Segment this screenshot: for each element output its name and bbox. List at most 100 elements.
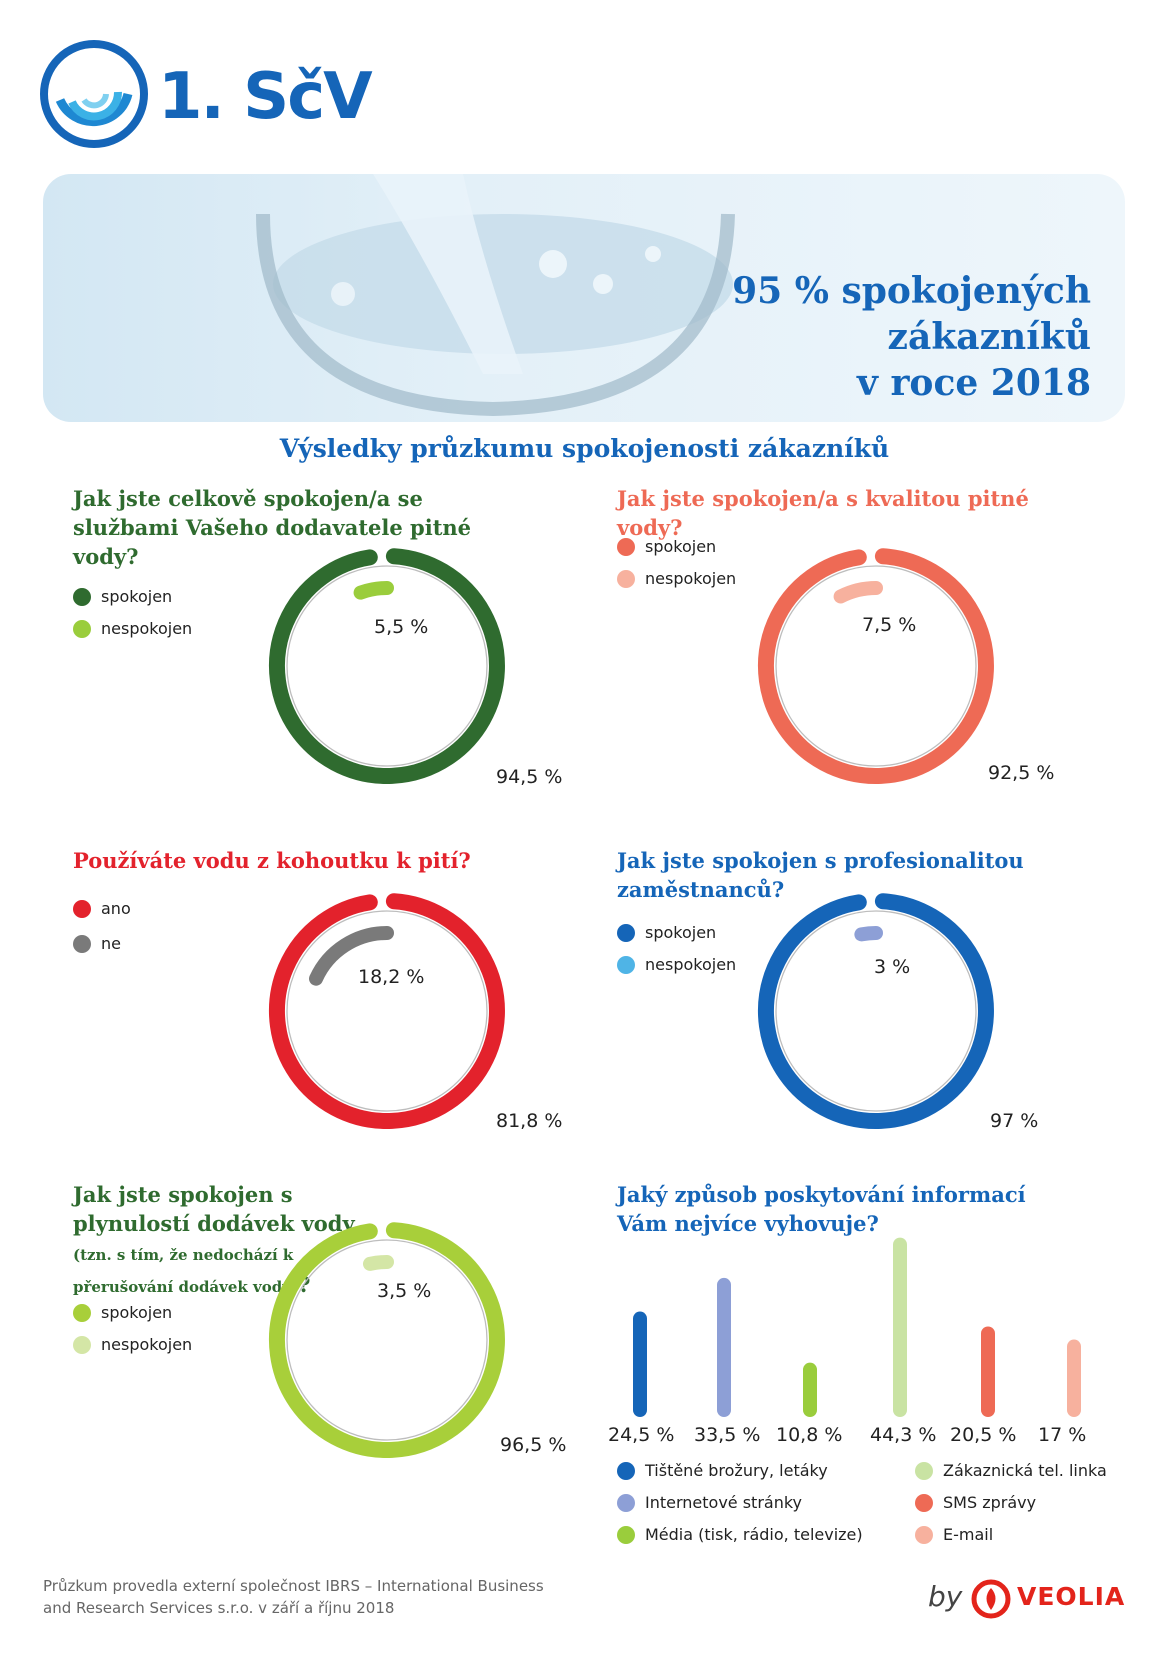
legend-swatch [915,1494,933,1512]
bar-value-labels: 24,5 % 33,5 % 10,8 % 44,3 % 20,5 % 17 % [600,1424,1100,1454]
chart-title-note: (tzn. s tím, že nedochází k přerušování … [73,1246,299,1296]
chart-title: Jaký způsob poskytování informací Vám ne… [617,1182,1026,1236]
legend-label: nespokojen [645,955,737,974]
legend-item: Tištěné brožury, letáky [617,1460,828,1482]
legend-swatch [73,588,91,606]
brand-logo [40,40,148,148]
chart-title: Jak jste spokojen s profesionalitou zamě… [617,848,1024,902]
legend-swatch [915,1462,933,1480]
legend-swatch [915,1526,933,1544]
data-label: 5,5 % [374,616,429,638]
donut-chart [268,548,505,784]
bar-value-label: 17 % [1038,1424,1087,1446]
data-label: 7,5 % [862,614,917,636]
bar-value-label: 10,8 % [776,1424,843,1446]
hero-title-line: zákazníků [887,316,1091,358]
legend-label: E-mail [943,1525,994,1544]
donut-guide-ring [775,565,977,767]
hero-title-line: v roce 2018 [857,362,1091,404]
donut-chart [757,548,994,784]
legend-item: spokojen [617,922,716,944]
legend-item: ne [73,933,121,955]
bar-value-label: 44,3 % [870,1424,937,1446]
legend-item: spokojen [617,536,716,558]
donut-guide-ring [775,910,977,1112]
chart-title: Jak jste spokojen/a s kvalitou pitné vod… [617,486,1029,540]
data-label: 81,8 % [496,1110,563,1132]
bar-value-label: 24,5 % [608,1424,675,1446]
legend-item: Internetové stránky [617,1492,802,1514]
legend-swatch [617,538,635,556]
chart-title: Jak jste celkově spokojen/a se službami … [73,486,472,569]
legend-swatch [617,956,635,974]
legend-swatch [73,1304,91,1322]
legend-item: nespokojen [617,568,736,590]
donut-slice-nespokojen [362,1255,394,1271]
legend-item: nespokojen [73,1334,192,1356]
donut-slice-nespokojen [353,581,394,600]
legend-label: ano [101,899,131,918]
legend-swatch [617,924,635,942]
legend-swatch [73,900,91,918]
legend-swatch [617,570,635,588]
brand-name: 1. SčV [158,60,373,134]
legend-swatch [73,620,91,638]
legend-label: Zákaznická tel. linka [943,1461,1107,1480]
by-label: by [928,1580,963,1613]
donut-slice-spokojen [268,1222,505,1458]
partner-name: VEOLIA [1017,1582,1126,1611]
section-title: Výsledky průzkumu spokojenosti zákazníků [279,434,890,463]
legend-label: Média (tisk, rádio, televize) [645,1525,863,1544]
swirl-logo-icon [40,40,148,148]
data-label: 3,5 % [377,1280,432,1302]
legend-label: Tištěné brožury, letáky [645,1461,828,1480]
footer-line: and Research Services s.r.o. v září a ří… [43,1599,395,1617]
legend-item: Zákaznická tel. linka [915,1460,1107,1482]
legend-swatch [617,1526,635,1544]
footer-note: Průzkum provedla externí společnost IBRS… [43,1575,544,1619]
legend-label: nespokojen [101,619,193,638]
donut-slice-ano [268,893,505,1129]
donut-guide-ring [286,910,488,1112]
legend-item: nespokojen [617,954,736,976]
data-label: 3 % [874,956,911,978]
legend-item: SMS zprávy [915,1492,1036,1514]
veolia-logo-icon [971,1579,1011,1619]
data-label: 18,2 % [358,966,425,988]
hero-banner: 95 % spokojených zákazníků v roce 2018 [43,174,1125,422]
legend-label: ne [101,934,121,953]
data-label: 96,5 % [500,1434,567,1456]
donut-chart [268,893,505,1129]
legend-item: spokojen [73,1302,172,1324]
legend-label: Internetové stránky [645,1493,803,1512]
hero-title: 95 % spokojených zákazníků v roce 2018 [671,268,1091,406]
donut-slice-nespokojen [854,925,883,942]
legend-label: spokojen [101,1303,173,1322]
chart-title: Jak jste spokojen s plynulostí dodávek v… [73,1180,373,1302]
donut-slice-spokojen [757,893,994,1129]
bar-chart [633,1237,1081,1417]
legend-label: spokojen [101,587,173,606]
water-glass-icon [256,174,735,417]
legend-label: nespokojen [645,569,737,588]
donut-chart [268,1222,505,1458]
chart-title: Používáte vodu z kohoutku k pití? [73,848,471,873]
donut-guide-ring [286,565,488,767]
chart-title-main: Jak jste spokojen s plynulostí dodávek v… [73,1182,355,1236]
legend-swatch [617,1494,635,1512]
donut-guide-ring [286,1239,488,1441]
data-label: 97 % [990,1110,1039,1132]
bar-value-label: 33,5 % [694,1424,761,1446]
donut-slice-ne [309,926,394,986]
data-label: 94,5 % [496,766,563,788]
legend-label: spokojen [645,923,717,942]
legend-label: spokojen [645,537,717,556]
legend-item: nespokojen [73,618,192,640]
legend-swatch [73,935,91,953]
legend-item: Média (tisk, rádio, televize) [617,1524,863,1546]
footer-line: Průzkum provedla externí společnost IBRS… [43,1577,544,1595]
legend-item: E-mail [915,1524,993,1546]
hero-title-line: 95 % spokojených [732,270,1091,312]
legend-label: SMS zprávy [943,1493,1037,1512]
legend-label: nespokojen [101,1335,193,1354]
